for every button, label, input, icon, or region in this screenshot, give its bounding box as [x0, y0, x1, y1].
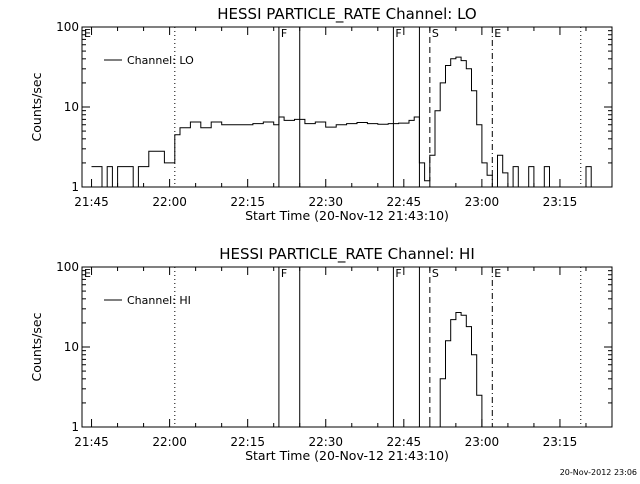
y-tick-label: 1 — [71, 180, 79, 194]
x-tick-label: 21:45 — [74, 195, 109, 209]
event-marker-label: F — [395, 27, 401, 40]
event-marker-label: E — [84, 27, 91, 40]
y-tick-label: 100 — [56, 260, 79, 274]
x-tick-label: 22:30 — [308, 195, 343, 209]
event-marker-label: E — [494, 27, 501, 40]
x-tick-label: 22:30 — [308, 435, 343, 449]
y-tick-label: 100 — [56, 20, 79, 34]
footer-timestamp: 20-Nov-2012 23:06 — [560, 468, 637, 477]
x-axis-label: Start Time (20-Nov-12 21:43:10) — [245, 448, 449, 463]
x-tick-label: 22:45 — [387, 435, 422, 449]
y-tick-label: 10 — [64, 340, 79, 354]
y-axis-label: Counts/sec — [29, 72, 44, 141]
event-marker-label: F — [395, 267, 401, 280]
chart-panel-hi: HESSI PARTICLE_RATE Channel: HI 1 10 100 21:… — [29, 245, 613, 463]
y-tick-label: 10 — [64, 100, 79, 114]
event-marker-label: F — [281, 27, 287, 40]
chart-title: HESSI PARTICLE_RATE Channel: LO — [217, 5, 476, 24]
series-line-0 — [435, 312, 488, 428]
plot-frame — [81, 266, 613, 428]
x-tick-label: 23:15 — [543, 435, 578, 449]
x-tick-label: 23:00 — [465, 195, 500, 209]
y-axis-label: Counts/sec — [29, 312, 44, 381]
plot-frame — [81, 26, 613, 188]
chart-panel-lo: HESSI PARTICLE_RATE Channel: LO 1 10 100 21:… — [29, 5, 613, 223]
event-marker-label: S — [432, 267, 439, 280]
x-tick-label: 23:15 — [543, 195, 578, 209]
series-line-0 — [91, 56, 612, 188]
event-marker-label: E — [494, 267, 501, 280]
x-axis-label: Start Time (20-Nov-12 21:43:10) — [245, 208, 449, 223]
legend-label: Channel: HI — [127, 294, 191, 307]
x-tick-label: 21:45 — [74, 435, 109, 449]
x-tick-label: 22:00 — [152, 435, 187, 449]
y-tick-label: 1 — [71, 420, 79, 434]
x-tick-label: 22:15 — [230, 195, 265, 209]
event-marker-label: F — [281, 267, 287, 280]
event-marker-label: S — [432, 27, 439, 40]
legend-label: Channel: LO — [127, 54, 194, 67]
x-tick-label: 23:00 — [465, 435, 500, 449]
event-marker-label: E — [84, 267, 91, 280]
x-tick-label: 22:00 — [152, 195, 187, 209]
x-tick-label: 22:45 — [387, 195, 422, 209]
chart-title: HESSI PARTICLE_RATE Channel: HI — [219, 245, 475, 264]
x-tick-label: 22:15 — [230, 435, 265, 449]
